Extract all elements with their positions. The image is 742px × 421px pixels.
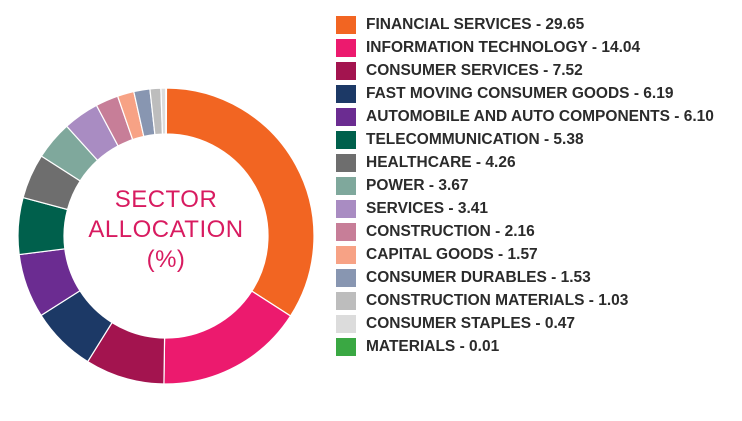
legend-swatch <box>336 39 356 57</box>
legend-label: HEALTHCARE - 4.26 <box>366 154 516 171</box>
legend-label: AUTOMOBILE AND AUTO COMPONENTS - 6.10 <box>366 108 714 125</box>
legend-item: CONSTRUCTION MATERIALS - 1.03 <box>336 290 736 312</box>
legend-swatch <box>336 200 356 218</box>
legend-item: POWER - 3.67 <box>336 175 736 197</box>
slice-consumer-staples <box>160 87 167 135</box>
donut-chart <box>17 87 315 385</box>
legend-label: POWER - 3.67 <box>366 177 469 194</box>
legend-swatch <box>336 315 356 333</box>
legend-item: FAST MOVING CONSUMER GOODS - 6.19 <box>336 83 736 105</box>
legend-item: CAPITAL GOODS - 1.57 <box>336 244 736 266</box>
legend-label: CONSTRUCTION MATERIALS - 1.03 <box>366 292 629 309</box>
center-label-line-3: (%) <box>146 246 186 273</box>
legend-swatch <box>336 177 356 195</box>
legend-swatch <box>336 223 356 241</box>
legend-swatch <box>336 154 356 172</box>
legend-swatch <box>336 246 356 264</box>
center-label-line-2: ALLOCATION <box>88 216 244 243</box>
chart-legend: FINANCIAL SERVICES - 29.65 INFORMATION TE… <box>336 14 736 359</box>
legend-item: SERVICES - 3.41 <box>336 198 736 220</box>
legend-swatch <box>336 85 356 103</box>
legend-label: CAPITAL GOODS - 1.57 <box>366 246 538 263</box>
legend-item: INFORMATION TECHNOLOGY - 14.04 <box>336 37 736 59</box>
legend-label: MATERIALS - 0.01 <box>366 338 500 355</box>
legend-label: SERVICES - 3.41 <box>366 200 489 217</box>
legend-label: CONSUMER DURABLES - 1.53 <box>366 269 591 286</box>
legend-item: AUTOMOBILE AND AUTO COMPONENTS - 6.10 <box>336 106 736 128</box>
legend-item: CONSUMER DURABLES - 1.53 <box>336 267 736 289</box>
slice-information-technology <box>163 290 292 385</box>
legend-swatch <box>336 108 356 126</box>
legend-label: CONSTRUCTION - 2.16 <box>366 223 535 240</box>
legend-label: FAST MOVING CONSUMER GOODS - 6.19 <box>366 85 674 102</box>
legend-item: MATERIALS - 0.01 <box>336 336 736 358</box>
legend-swatch <box>336 269 356 287</box>
legend-item: TELECOMMUNICATION - 5.38 <box>336 129 736 151</box>
legend-label: FINANCIAL SERVICES - 29.65 <box>366 16 585 33</box>
center-label-line-1: SECTOR <box>114 186 218 213</box>
legend-swatch <box>336 292 356 310</box>
legend-swatch <box>336 16 356 34</box>
legend-item: CONSUMER SERVICES - 7.52 <box>336 60 736 82</box>
legend-item: HEALTHCARE - 4.26 <box>336 152 736 174</box>
legend-label: TELECOMMUNICATION - 5.38 <box>366 131 584 148</box>
legend-swatch <box>336 131 356 149</box>
legend-label: CONSUMER STAPLES - 0.47 <box>366 315 576 332</box>
legend-label: INFORMATION TECHNOLOGY - 14.04 <box>366 39 641 56</box>
slice-financial-services <box>165 87 315 317</box>
legend-swatch <box>336 62 356 80</box>
legend-swatch <box>336 338 356 356</box>
legend-label: CONSUMER SERVICES - 7.52 <box>366 62 583 79</box>
slice-materials <box>165 87 168 135</box>
legend-item: CONSTRUCTION - 2.16 <box>336 221 736 243</box>
legend-item: CONSUMER STAPLES - 0.47 <box>336 313 736 335</box>
legend-item: FINANCIAL SERVICES - 29.65 <box>336 14 736 36</box>
